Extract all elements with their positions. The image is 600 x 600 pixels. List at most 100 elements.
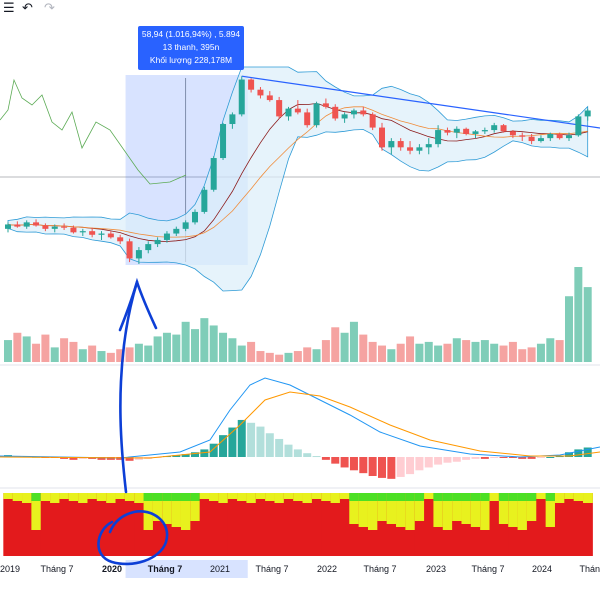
candle-body [416, 147, 423, 151]
candle-body [89, 231, 96, 235]
heat-cell-green [171, 493, 182, 501]
macd-histogram-bar [191, 452, 199, 457]
heat-cell-red [564, 493, 575, 556]
heat-cell-yellow [321, 493, 332, 501]
heat-cell-red [489, 493, 500, 556]
candle-body [33, 222, 40, 226]
volume-bar [228, 338, 237, 362]
heat-cell-green [377, 493, 388, 501]
history-line [0, 78, 187, 185]
heat-cell-yellow [87, 493, 98, 499]
heat-cell-yellow [536, 493, 547, 499]
volume-bar [22, 336, 31, 362]
heat-cell-yellow [358, 493, 369, 527]
heat-cell-red [386, 493, 397, 556]
heat-cell-yellow [115, 493, 126, 499]
heat-cell-yellow [209, 493, 219, 501]
heat-cell-yellow [180, 493, 191, 530]
heat-cell-red [124, 493, 135, 556]
candle-body [481, 130, 488, 132]
heat-cell-yellow [218, 493, 229, 503]
x-tick-label: 2021 [210, 564, 230, 574]
macd-histogram-bar [303, 453, 312, 457]
candle-body [173, 228, 180, 234]
heat-cell-yellow [255, 493, 266, 499]
candle-body [322, 103, 329, 107]
heat-cell-yellow [442, 493, 453, 530]
redo-icon[interactable]: ↷ [44, 1, 55, 16]
macd-histogram-bar [275, 438, 284, 457]
volume-bar [490, 343, 499, 362]
heat-cell-green [433, 493, 444, 501]
candle-body [220, 124, 227, 159]
heat-cell-yellow [564, 493, 575, 499]
heat-cell-red [199, 493, 210, 556]
volume-bar [247, 341, 256, 362]
volume-bar [565, 296, 573, 362]
undo-icon[interactable]: ↶ [22, 1, 33, 16]
heat-cell-yellow [96, 493, 107, 501]
heat-cell-green [508, 493, 519, 501]
heat-cell-red [40, 493, 51, 556]
volume-bar [41, 334, 50, 362]
candle-body [145, 244, 152, 251]
heat-cell-yellow [480, 493, 491, 530]
heat-cell-red [218, 493, 229, 556]
heat-cell-yellow [433, 493, 444, 527]
signal-line [0, 391, 600, 459]
heat-cell-green [349, 493, 360, 501]
volume-bar [60, 338, 69, 362]
heat-cell-yellow [470, 493, 481, 527]
heat-cell-red [424, 493, 434, 556]
candle-body [379, 127, 385, 148]
candle-body [463, 128, 470, 134]
heat-cell-green [190, 493, 201, 501]
heat-cell-red [255, 493, 266, 556]
volume-bar [443, 343, 452, 362]
heat-cell-green [545, 493, 556, 501]
volume-bar [340, 332, 349, 362]
tooltip-bars: 13 thanh, 395n [162, 42, 220, 52]
heat-cell-red [22, 493, 32, 556]
macd-histogram-bar [424, 457, 433, 468]
candle-body [14, 224, 21, 227]
menu-icon[interactable]: ☰ [3, 1, 15, 16]
heat-cell-green [358, 493, 369, 501]
volume-bar [293, 351, 302, 362]
heat-cell-yellow [50, 493, 60, 503]
candle-body [500, 125, 507, 132]
volume-bar [480, 340, 489, 362]
volume-bar [312, 349, 321, 362]
heat-cell-yellow [489, 493, 500, 501]
heat-cell-yellow [293, 493, 304, 501]
macd-histogram-bar [368, 457, 377, 476]
candle-body [266, 95, 273, 101]
x-tick-label: 2024 [532, 564, 552, 574]
volume-bar [69, 341, 78, 362]
macd-histogram-bar [434, 457, 443, 465]
candle-body [407, 147, 414, 151]
macd-histogram-bar [69, 457, 78, 460]
heat-cell-green [367, 493, 378, 501]
candle-body [163, 233, 170, 240]
x-tick-label: Tháng 7 [148, 564, 183, 574]
heat-cell-red [59, 493, 70, 556]
macd-histogram-bar [60, 457, 69, 459]
heat-cell-yellow [339, 493, 350, 499]
slow-moving-average-line [7, 106, 588, 238]
heat-cell-yellow [22, 493, 32, 503]
macd-histogram-bar [406, 457, 415, 475]
heat-cell-red [227, 493, 238, 556]
volume-bar [462, 340, 471, 362]
candle-body [519, 135, 526, 137]
heat-cell-yellow [124, 493, 135, 501]
macd-histogram-bar [106, 457, 115, 460]
heat-cell-red [162, 493, 173, 556]
macd-histogram-bar [536, 457, 545, 458]
macd-histogram-bar [462, 457, 471, 460]
heat-cell-yellow [302, 493, 313, 503]
heat-cell-green [143, 493, 154, 501]
heat-cell-green [396, 493, 406, 501]
macd-histogram-bar [527, 457, 536, 459]
